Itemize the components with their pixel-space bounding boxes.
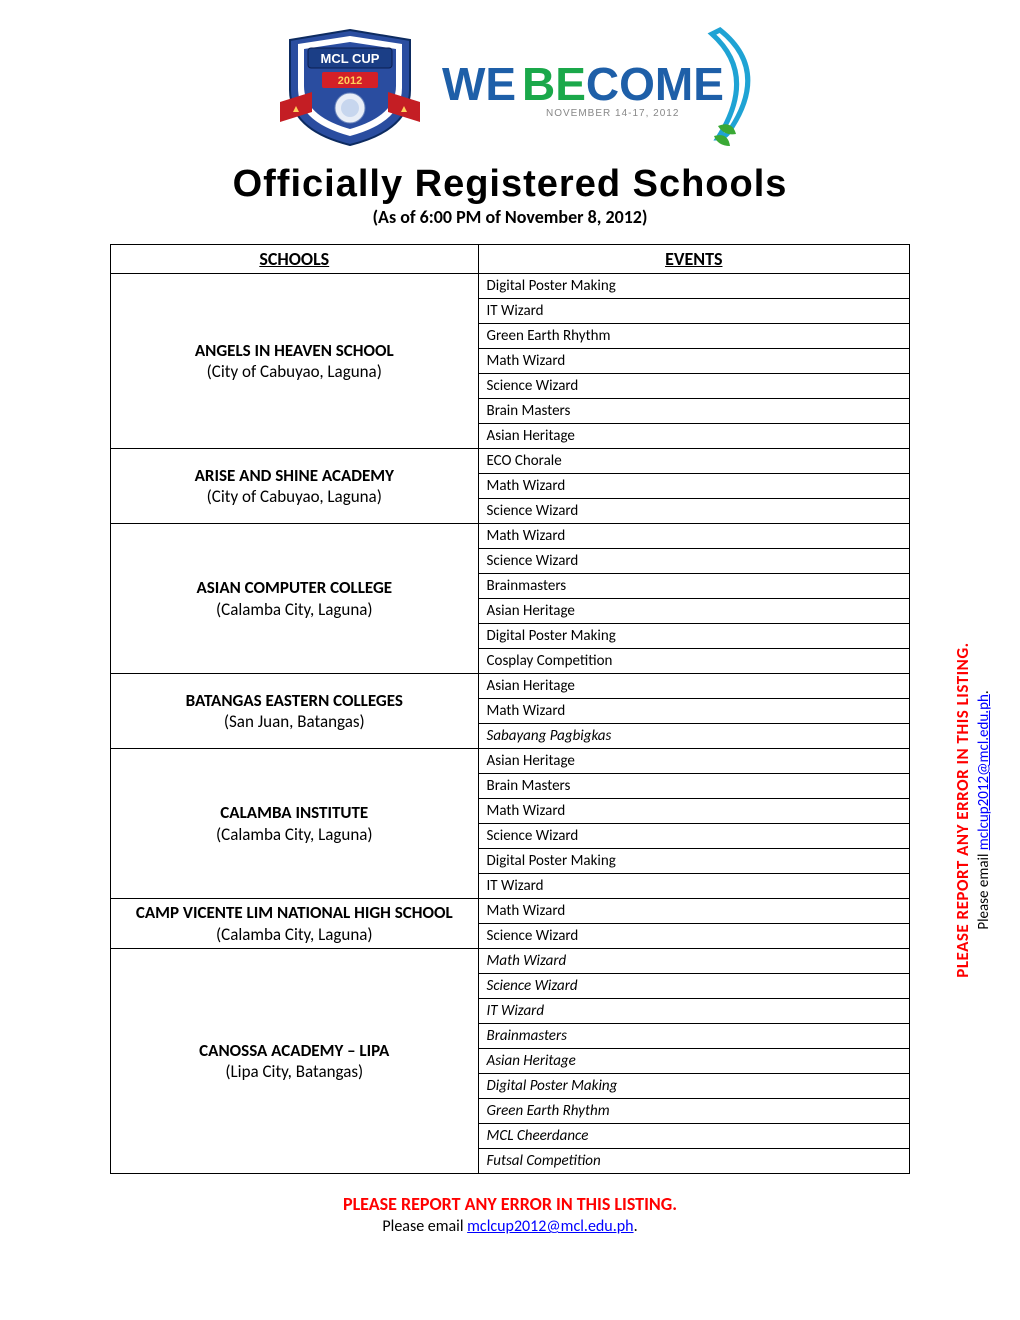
event-cell: Digital Poster Making <box>478 624 909 649</box>
school-cell: ASIAN COMPUTER COLLEGE(Calamba City, Lag… <box>111 524 479 674</box>
event-cell: Science Wizard <box>478 824 909 849</box>
event-cell: Cosplay Competition <box>478 649 909 674</box>
school-name: CANOSSA ACADEMY – LIPA <box>119 1040 470 1061</box>
school-cell: CALAMBA INSTITUTE(Calamba City, Laguna) <box>111 749 479 899</box>
side-note-line2: Please email mclcup2012@mcl.edu.ph. <box>975 600 993 1020</box>
event-cell: Brainmasters <box>478 1024 909 1049</box>
table-row: BATANGAS EASTERN COLLEGES(San Juan, Bata… <box>111 674 910 699</box>
table-row: ASIAN COMPUTER COLLEGE(Calamba City, Lag… <box>111 524 910 549</box>
footer-email-prefix: Please email <box>382 1217 467 1236</box>
event-cell: Asian Heritage <box>478 424 909 449</box>
event-cell: Science Wizard <box>478 974 909 999</box>
event-cell: Asian Heritage <box>478 749 909 774</box>
event-cell: Math Wizard <box>478 899 909 924</box>
school-name: BATANGAS EASTERN COLLEGES <box>119 690 470 711</box>
school-location: (Lipa City, Batangas) <box>119 1061 470 1082</box>
logo-dates: NOVEMBER 14-17, 2012 <box>546 108 679 119</box>
event-cell: MCL Cheerdance <box>478 1124 909 1149</box>
school-location: (City of Cabuyao, Laguna) <box>119 361 470 382</box>
footer: PLEASE REPORT ANY ERROR IN THIS LISTING.… <box>110 1193 910 1236</box>
event-cell: Brainmasters <box>478 574 909 599</box>
event-cell: Science Wizard <box>478 924 909 949</box>
event-cell: Asian Heritage <box>478 599 909 624</box>
table-row: ANGELS IN HEAVEN SCHOOL(City of Cabuyao,… <box>111 274 910 299</box>
event-cell: Science Wizard <box>478 549 909 574</box>
school-cell: ARISE AND SHINE ACADEMY(City of Cabuyao,… <box>111 449 479 524</box>
event-cell: Math Wizard <box>478 799 909 824</box>
school-name: ARISE AND SHINE ACADEMY <box>119 465 470 486</box>
logo-year: 2012 <box>338 75 362 87</box>
schools-table: SCHOOLS EVENTS ANGELS IN HEAVEN SCHOOL(C… <box>110 244 910 1174</box>
school-cell: ANGELS IN HEAVEN SCHOOL(City of Cabuyao,… <box>111 274 479 449</box>
event-cell: Math Wizard <box>478 349 909 374</box>
school-name: ANGELS IN HEAVEN SCHOOL <box>119 340 470 361</box>
table-row: CALAMBA INSTITUTE(Calamba City, Laguna)A… <box>111 749 910 774</box>
event-cell: Science Wizard <box>478 499 909 524</box>
logo-we: WE <box>442 58 516 110</box>
header-logo-area: MCL CUP 2012 WE BECOME <box>110 20 910 155</box>
school-cell: BATANGAS EASTERN COLLEGES(San Juan, Bata… <box>111 674 479 749</box>
event-cell: Digital Poster Making <box>478 1074 909 1099</box>
footer-email-link[interactable]: mclcup2012@mcl.edu.ph <box>467 1217 633 1236</box>
we-become-logo: WE BECOME NOVEMBER 14-17, 2012 <box>442 30 748 146</box>
event-cell: IT Wizard <box>478 299 909 324</box>
event-cell: Asian Heritage <box>478 1049 909 1074</box>
event-cell: Math Wizard <box>478 524 909 549</box>
svg-text:BECOME: BECOME <box>522 58 724 110</box>
event-cell: IT Wizard <box>478 999 909 1024</box>
shield-icon: MCL CUP 2012 <box>280 30 420 145</box>
school-location: (Calamba City, Laguna) <box>119 824 470 845</box>
table-row: CANOSSA ACADEMY – LIPA(Lipa City, Batang… <box>111 949 910 974</box>
event-cell: Futsal Competition <box>478 1149 909 1174</box>
side-note-email-link[interactable]: mclcup2012@mcl.edu.ph <box>975 694 993 850</box>
school-name: CALAMBA INSTITUTE <box>119 802 470 823</box>
side-note: PLEASE REPORT ANY ERROR IN THIS LISTING.… <box>952 600 993 1020</box>
school-location: (City of Cabuyao, Laguna) <box>119 486 470 507</box>
school-cell: CANOSSA ACADEMY – LIPA(Lipa City, Batang… <box>111 949 479 1174</box>
event-cell: ECO Chorale <box>478 449 909 474</box>
event-cell: IT Wizard <box>478 874 909 899</box>
event-cell: Math Wizard <box>478 474 909 499</box>
event-logo: MCL CUP 2012 WE BECOME <box>250 20 770 150</box>
school-name: CAMP VICENTE LIM NATIONAL HIGH SCHOOL <box>136 902 453 923</box>
col-header-events: EVENTS <box>478 245 909 274</box>
event-cell: Digital Poster Making <box>478 274 909 299</box>
col-header-schools: SCHOOLS <box>111 245 479 274</box>
school-cell: CAMP VICENTE LIM NATIONAL HIGH SCHOOL (C… <box>111 899 479 949</box>
school-location: (Calamba City, Laguna) <box>119 599 470 620</box>
event-cell: Green Earth Rhythm <box>478 1099 909 1124</box>
table-row: CAMP VICENTE LIM NATIONAL HIGH SCHOOL (C… <box>111 899 910 924</box>
side-note-suffix: . <box>975 690 993 694</box>
table-header-row: SCHOOLS EVENTS <box>111 245 910 274</box>
school-location: (San Juan, Batangas) <box>119 711 470 732</box>
page-subtitle: (As of 6:00 PM of November 8, 2012) <box>110 206 910 228</box>
event-cell: Math Wizard <box>478 949 909 974</box>
footer-email-suffix: . <box>634 1217 638 1236</box>
footer-email-line: Please email mclcup2012@mcl.edu.ph. <box>110 1217 910 1236</box>
event-cell: Asian Heritage <box>478 674 909 699</box>
event-cell: Brain Masters <box>478 774 909 799</box>
footer-error-line: PLEASE REPORT ANY ERROR IN THIS LISTING. <box>110 1193 910 1215</box>
event-cell: Brain Masters <box>478 399 909 424</box>
page: MCL CUP 2012 WE BECOME <box>0 0 1020 1246</box>
table-row: ARISE AND SHINE ACADEMY(City of Cabuyao,… <box>111 449 910 474</box>
school-name: ASIAN COMPUTER COLLEGE <box>119 577 470 598</box>
side-note-prefix: Please email <box>975 850 993 929</box>
school-location: (Calamba City, Laguna) <box>216 924 373 945</box>
page-title: Officially Registered Schools <box>110 163 910 206</box>
event-cell: Math Wizard <box>478 699 909 724</box>
logo-banner-text: MCL CUP <box>321 51 380 66</box>
event-cell: Green Earth Rhythm <box>478 324 909 349</box>
event-cell: Digital Poster Making <box>478 849 909 874</box>
side-note-line1: PLEASE REPORT ANY ERROR IN THIS LISTING. <box>952 600 973 1020</box>
event-cell: Sabayang Pagbigkas <box>478 724 909 749</box>
event-cell: Science Wizard <box>478 374 909 399</box>
